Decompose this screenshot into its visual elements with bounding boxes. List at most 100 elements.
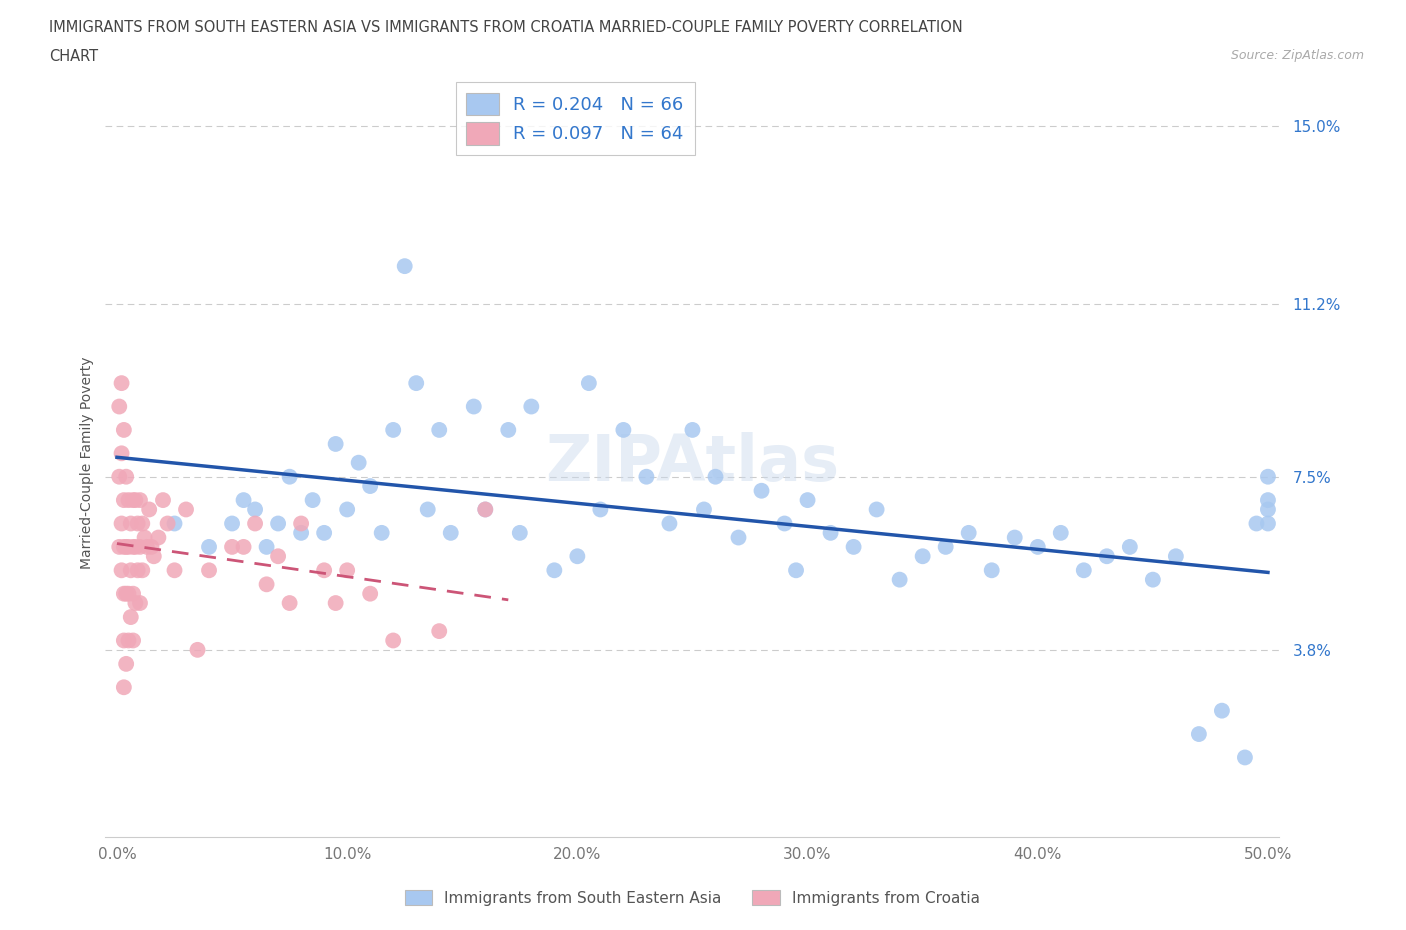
Text: ZIPAtlas: ZIPAtlas	[546, 432, 839, 494]
Point	[198, 539, 221, 554]
Point	[129, 539, 152, 554]
Point	[198, 563, 221, 578]
Y-axis label: Married-Couple Family Poverty: Married-Couple Family Poverty	[80, 356, 94, 569]
Point	[773, 516, 796, 531]
Point	[267, 549, 290, 564]
Point	[474, 502, 496, 517]
Point	[405, 376, 427, 391]
Point	[115, 470, 138, 485]
Point	[131, 516, 153, 531]
Point	[115, 657, 138, 671]
Point	[347, 455, 370, 470]
Point	[751, 484, 773, 498]
Point	[427, 422, 450, 437]
Point	[1073, 563, 1095, 578]
Point	[842, 539, 865, 554]
Point	[336, 563, 359, 578]
Point	[796, 493, 818, 508]
Point	[278, 595, 301, 610]
Point	[108, 539, 131, 554]
Point	[1164, 549, 1187, 564]
Point	[1246, 516, 1268, 531]
Point	[278, 470, 301, 485]
Point	[1233, 750, 1256, 764]
Point	[186, 643, 208, 658]
Point	[152, 493, 174, 508]
Point	[1004, 530, 1026, 545]
Point	[727, 530, 749, 545]
Point	[108, 470, 131, 485]
Point	[221, 539, 243, 554]
Point	[820, 525, 842, 540]
Point	[314, 525, 336, 540]
Point	[232, 539, 254, 554]
Point	[463, 399, 485, 414]
Point	[120, 516, 142, 531]
Point	[124, 493, 146, 508]
Point	[427, 624, 450, 639]
Point	[1049, 525, 1071, 540]
Point	[325, 436, 347, 451]
Point	[122, 539, 145, 554]
Point	[117, 586, 139, 601]
Point	[267, 516, 290, 531]
Point	[301, 493, 323, 508]
Point	[115, 586, 138, 601]
Point	[129, 493, 152, 508]
Point	[1211, 703, 1233, 718]
Point	[141, 539, 163, 554]
Text: IMMIGRANTS FROM SOUTH EASTERN ASIA VS IMMIGRANTS FROM CROATIA MARRIED-COUPLE FAM: IMMIGRANTS FROM SOUTH EASTERN ASIA VS IM…	[49, 20, 963, 35]
Point	[163, 516, 186, 531]
Point	[440, 525, 463, 540]
Point	[256, 577, 278, 591]
Point	[163, 563, 186, 578]
Point	[543, 563, 565, 578]
Point	[1026, 539, 1049, 554]
Point	[112, 539, 135, 554]
Point	[117, 493, 139, 508]
Point	[474, 502, 496, 517]
Point	[359, 479, 381, 494]
Point	[911, 549, 934, 564]
Point	[108, 399, 131, 414]
Point	[122, 633, 145, 648]
Point	[636, 470, 658, 485]
Point	[394, 259, 416, 273]
Point	[693, 502, 716, 517]
Point	[957, 525, 980, 540]
Point	[243, 516, 266, 531]
Point	[498, 422, 520, 437]
Point	[120, 610, 142, 625]
Point	[112, 422, 135, 437]
Point	[325, 595, 347, 610]
Point	[112, 493, 135, 508]
Point	[1257, 470, 1279, 485]
Point	[1095, 549, 1118, 564]
Point	[416, 502, 439, 517]
Point	[243, 502, 266, 517]
Point	[117, 539, 139, 554]
Point	[382, 422, 405, 437]
Point	[1142, 572, 1164, 587]
Point	[1119, 539, 1142, 554]
Point	[148, 530, 170, 545]
Point	[980, 563, 1002, 578]
Point	[120, 563, 142, 578]
Point	[889, 572, 911, 587]
Point	[359, 586, 381, 601]
Point	[704, 470, 727, 485]
Point	[520, 399, 543, 414]
Point	[122, 586, 145, 601]
Point	[256, 539, 278, 554]
Point	[135, 539, 157, 554]
Legend: Immigrants from South Eastern Asia, Immigrants from Croatia: Immigrants from South Eastern Asia, Immi…	[399, 884, 986, 911]
Point	[221, 516, 243, 531]
Text: Source: ZipAtlas.com: Source: ZipAtlas.com	[1230, 49, 1364, 62]
Point	[1188, 726, 1211, 741]
Point	[110, 516, 132, 531]
Point	[578, 376, 600, 391]
Point	[370, 525, 392, 540]
Point	[142, 549, 165, 564]
Point	[1257, 502, 1279, 517]
Point	[122, 493, 145, 508]
